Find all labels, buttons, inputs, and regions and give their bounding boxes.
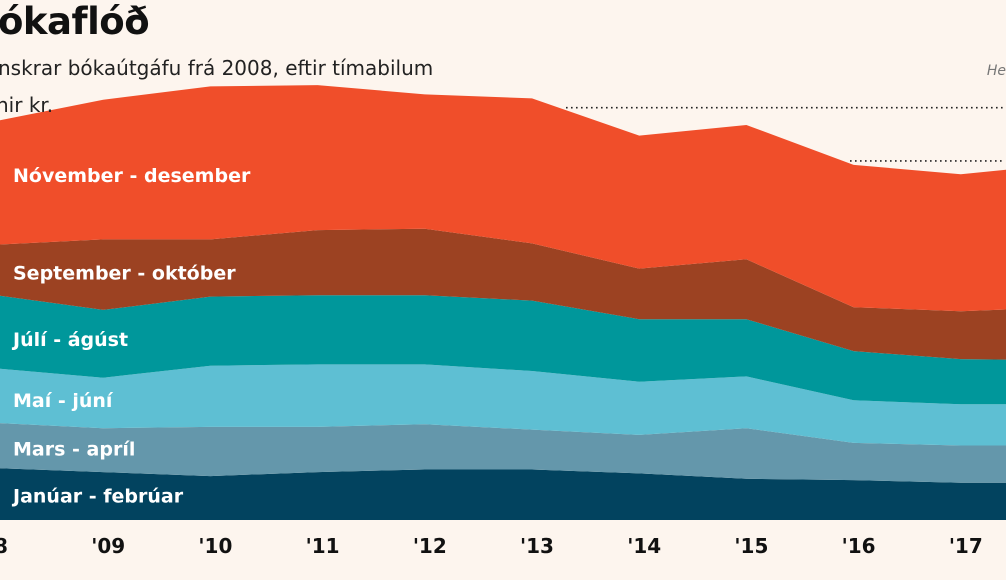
x-tick-labels: 8 '09 '10 '11 '12 '13 '14 '15 '16 '17 <box>0 534 983 558</box>
area-series-5 <box>0 228 1006 360</box>
area-series-1 <box>0 468 1006 520</box>
x-tick-label: '15 <box>734 534 768 558</box>
x-tick-label: 8 <box>0 534 8 558</box>
source-note: He <box>986 63 1006 79</box>
x-tick-label: '11 <box>306 534 340 558</box>
y-unit-label: nir kr. <box>0 93 53 117</box>
area-series-3 <box>0 364 1006 446</box>
area-series-4 <box>0 295 1006 405</box>
x-tick-label: '09 <box>91 534 125 558</box>
x-tick-label: '14 <box>627 534 661 558</box>
series-label: Mars - apríl <box>13 438 135 460</box>
area-series-6 <box>0 85 1006 312</box>
page-subtitle: nskrar bókaútgáfu frá 2008, eftir tímabi… <box>0 56 434 80</box>
x-tick-label: '16 <box>842 534 876 558</box>
x-tick-label: '12 <box>413 534 447 558</box>
series-label: Nóvember - desember <box>13 165 251 187</box>
series-labels: Janúar - febrúar Mars - apríl Maí - júní Jú… <box>11 165 251 507</box>
series-label: Janúar - febrúar <box>11 485 184 507</box>
series-label: September - október <box>13 263 236 285</box>
series-label: Maí - júní <box>13 390 114 412</box>
gridlines <box>566 106 1004 162</box>
series-label: Júlí - ágúst <box>11 329 128 351</box>
page-title: ókaflóð <box>0 0 150 43</box>
area-layers <box>0 85 1006 520</box>
x-tick-label: '10 <box>198 534 232 558</box>
x-tick-label: '13 <box>520 534 554 558</box>
x-tick-label: '17 <box>949 534 983 558</box>
area-series-2 <box>0 423 1006 483</box>
